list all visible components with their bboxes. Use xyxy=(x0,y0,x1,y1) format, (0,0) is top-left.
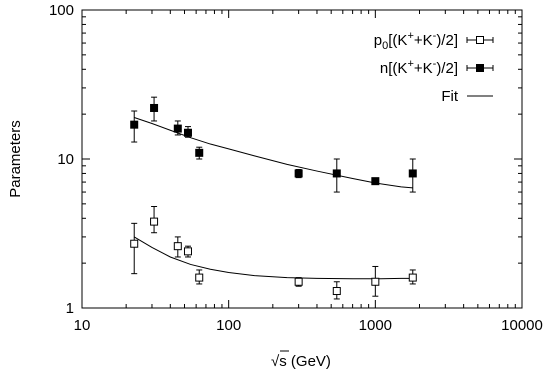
marker-open-square xyxy=(371,277,380,286)
data-point-p0 xyxy=(294,277,303,287)
data-point-n xyxy=(183,126,192,138)
legend-sample xyxy=(466,64,494,72)
data-point-p0 xyxy=(183,245,192,258)
data-point-n xyxy=(195,146,204,160)
data-point-n xyxy=(150,96,159,122)
plot-frame xyxy=(81,9,523,309)
x-axis-units: (GeV) xyxy=(287,353,331,370)
data-point-p0 xyxy=(173,236,182,258)
data-point-n xyxy=(294,169,303,179)
marker-open-square xyxy=(408,273,417,282)
legend-label: n[(K++K-)/2] xyxy=(380,58,458,77)
marker-open-square xyxy=(294,277,303,286)
marker-filled-square xyxy=(130,120,139,129)
marker-open-square xyxy=(195,273,204,282)
marker-filled-square xyxy=(173,124,182,133)
y-tick-label: 10 xyxy=(57,151,74,168)
x-tick-label: 10 xyxy=(74,317,91,334)
svg-text:√s (GeV): √s (GeV) xyxy=(271,353,331,370)
marker-filled-square xyxy=(195,148,204,157)
data-point-n xyxy=(173,120,182,136)
marker-filled-square xyxy=(408,169,417,178)
data-point-p0 xyxy=(195,269,204,285)
data-point-p0 xyxy=(371,265,380,297)
legend-sample xyxy=(466,36,494,44)
data-point-p0 xyxy=(150,205,159,234)
data-point-p0 xyxy=(332,281,341,300)
data-point-n xyxy=(332,158,341,193)
data-point-n xyxy=(371,177,380,186)
legend-label: p0[(K++K-)/2] xyxy=(374,30,458,52)
marker-filled-square xyxy=(183,128,192,137)
data-point-n xyxy=(130,110,139,143)
data-points xyxy=(130,96,417,300)
x-axis-label: √s (GeV) xyxy=(271,350,331,370)
data-point-n xyxy=(408,158,417,193)
x-axis-variable: s xyxy=(279,353,287,370)
marker-open-square xyxy=(150,217,159,226)
data-point-p0 xyxy=(130,222,139,275)
marker-open-square xyxy=(332,287,341,296)
y-axis-label: Parameters xyxy=(7,120,24,198)
y-tick-label: 1 xyxy=(66,300,74,317)
legend: p0[(K++K-)/2] n[(K++K-)/2] Fit xyxy=(374,30,494,105)
fit-curves xyxy=(133,116,413,280)
y-tick-label: 100 xyxy=(49,2,74,19)
x-tick-label: 10000 xyxy=(501,317,543,334)
marker-filled-square xyxy=(150,103,159,112)
data-point-p0 xyxy=(408,269,417,285)
sqrt-symbol: √ xyxy=(271,353,280,370)
x-tick-label: 100 xyxy=(216,317,241,334)
marker-open-square xyxy=(173,242,182,251)
marker-filled-square xyxy=(294,169,303,178)
marker-open-square xyxy=(130,239,139,248)
x-tick-label: 1000 xyxy=(359,317,392,334)
marker-filled-square xyxy=(371,177,380,186)
marker-open-square xyxy=(183,247,192,256)
marker-filled-square xyxy=(332,169,341,178)
legend-fit-label: Fit xyxy=(441,88,458,105)
